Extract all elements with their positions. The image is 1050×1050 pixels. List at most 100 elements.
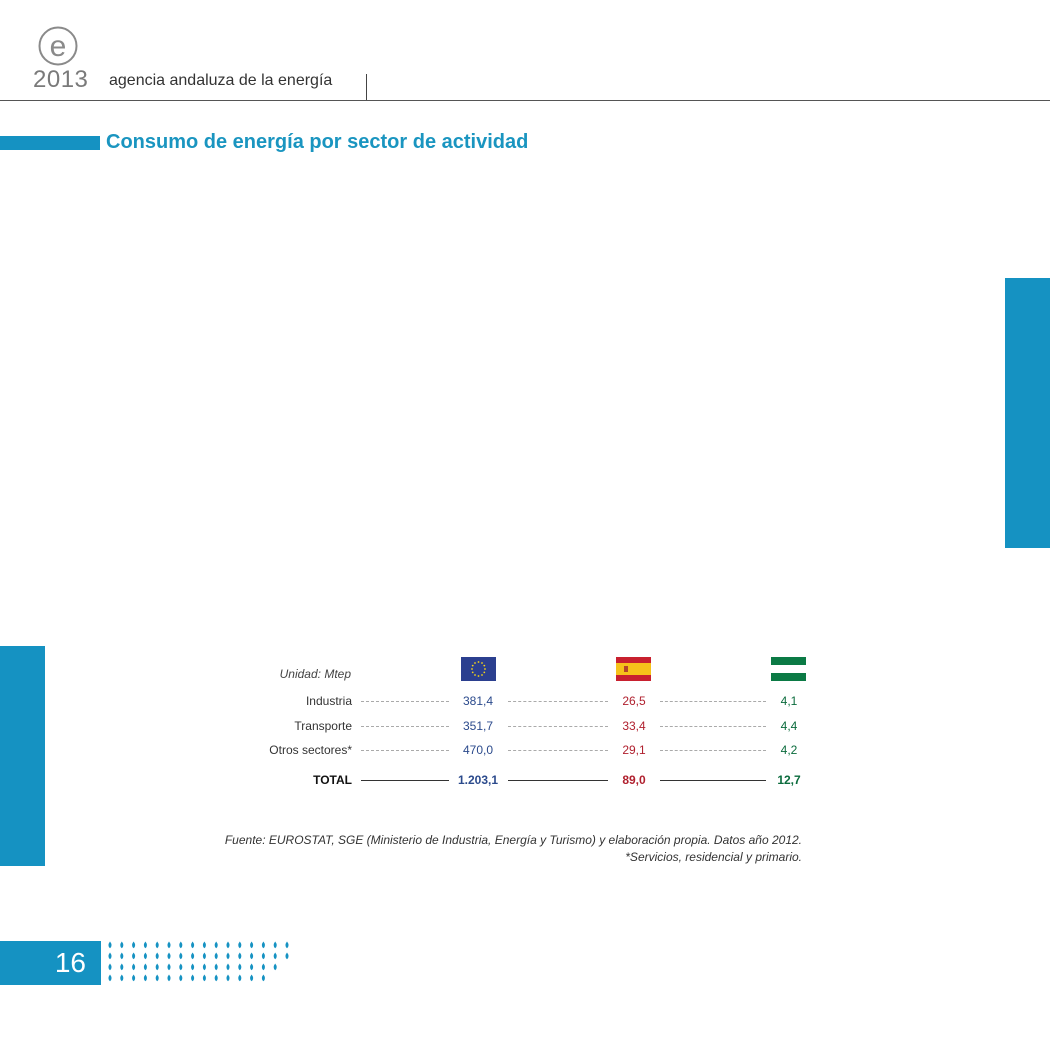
drop-dot: [132, 974, 136, 982]
drop-dot: [285, 952, 289, 960]
drop-dot: [143, 963, 147, 971]
drop-dot: [179, 974, 183, 982]
total-line: [508, 780, 608, 781]
european-union-flag-icon: [461, 657, 496, 681]
drop-dot: [108, 963, 112, 971]
value-eu-transporte: 351,7: [462, 719, 494, 733]
drop-dot: [155, 952, 159, 960]
drop-dot: [238, 941, 242, 949]
drop-dot: [261, 941, 265, 949]
drop-dot: [155, 941, 159, 949]
drop-dot: [250, 941, 254, 949]
left-side-tab: [0, 646, 45, 866]
leader-line: [361, 701, 449, 702]
drop-dot: [191, 941, 195, 949]
drop-dot: [202, 941, 206, 949]
drop-dot: [250, 974, 254, 982]
drop-dot: [143, 952, 147, 960]
drop-dot: [132, 941, 136, 949]
logo-year: 2013: [33, 66, 89, 93]
drop-dot: [120, 941, 124, 949]
andalucia-flag-icon: [771, 657, 806, 681]
drop-dot: [214, 952, 218, 960]
drop-dot: [108, 941, 112, 949]
drop-dot: [214, 941, 218, 949]
drop-dot: [191, 963, 195, 971]
drop-dot: [120, 974, 124, 982]
page-title: Consumo de energía por sector de activid…: [106, 131, 529, 153]
logo-letter: e: [50, 30, 67, 63]
leader-line: [660, 726, 766, 727]
drop-dot: [202, 974, 206, 982]
value-eu-industria: 381,4: [462, 694, 494, 708]
drop-dot: [191, 974, 195, 982]
header-divider-tick: [366, 74, 367, 100]
row-label-industria: Industria: [305, 694, 352, 708]
drop-dot: [214, 974, 218, 982]
drop-dot: [238, 952, 242, 960]
value-an-transporte: 4,4: [780, 719, 798, 733]
drop-dot: [132, 963, 136, 971]
title-accent-bar: [0, 136, 100, 150]
header-rule: [0, 100, 1050, 101]
value-eu-otros: 470,0: [462, 743, 494, 757]
drop-dot: [226, 974, 230, 982]
value-es-industria: 26,5: [622, 694, 646, 708]
total-line: [361, 780, 449, 781]
drop-dot: [191, 952, 195, 960]
drop-dot: [226, 941, 230, 949]
total-es: 89,0: [622, 773, 646, 787]
total-line: [660, 780, 766, 781]
drop-dot: [285, 941, 289, 949]
unit-label: Unidad: Mtep: [279, 667, 351, 681]
drop-dot: [155, 963, 159, 971]
drop-dot: [261, 963, 265, 971]
footnote-line: *Servicios, residencial y primario.: [625, 850, 802, 864]
drop-dot: [108, 974, 112, 982]
drop-dot: [226, 952, 230, 960]
drop-dot: [167, 974, 171, 982]
drop-dot: [273, 952, 277, 960]
drop-dot: [250, 952, 254, 960]
row-label-otros-sectores: Otros sectores*: [269, 743, 352, 757]
page-number-box: [0, 941, 101, 985]
leader-line: [508, 726, 608, 727]
total-an: 12,7: [777, 773, 801, 787]
drop-dot: [261, 974, 265, 982]
drop-dot: [202, 963, 206, 971]
drop-dot: [108, 952, 112, 960]
value-an-otros: 4,2: [780, 743, 798, 757]
drop-dot: [167, 963, 171, 971]
leader-line: [361, 726, 449, 727]
drop-dot: [261, 952, 265, 960]
total-eu: 1.203,1: [457, 773, 499, 787]
leader-line: [361, 750, 449, 751]
drop-dot: [238, 963, 242, 971]
row-label-total: TOTAL: [313, 773, 352, 787]
leader-line: [660, 701, 766, 702]
drop-dot: [273, 963, 277, 971]
drop-dot: [273, 941, 277, 949]
drop-dot: [132, 952, 136, 960]
right-side-tab: [1005, 278, 1050, 548]
drop-dot: [120, 963, 124, 971]
spain-flag-icon: [616, 657, 651, 681]
drop-dot: [214, 963, 218, 971]
drop-dot: [202, 952, 206, 960]
leader-line: [660, 750, 766, 751]
page-number: 16: [54, 947, 86, 978]
drop-dot: [179, 941, 183, 949]
drop-pattern-icon: [108, 941, 289, 982]
drop-dot: [120, 952, 124, 960]
source-line: Fuente: EUROSTAT, SGE (Ministerio de Ind…: [224, 833, 802, 847]
drop-dot: [167, 952, 171, 960]
value-es-otros: 29,1: [622, 743, 646, 757]
leader-line: [508, 750, 608, 751]
drop-dot: [226, 963, 230, 971]
drop-dot: [179, 952, 183, 960]
value-an-industria: 4,1: [780, 694, 798, 708]
drop-dot: [238, 974, 242, 982]
logo-e-icon: e: [38, 26, 78, 66]
agency-name: agencia andaluza de la energía: [109, 72, 333, 89]
source-note: Fuente: EUROSTAT, SGE (Ministerio de Ind…: [225, 832, 802, 866]
